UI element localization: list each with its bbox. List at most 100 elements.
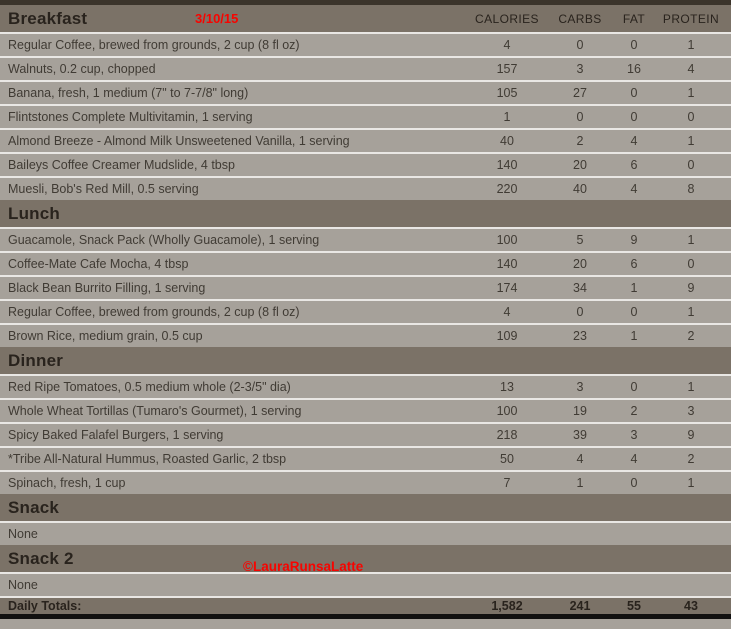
total-calories: 1,582 <box>491 599 523 613</box>
food-row: Brown Rice, medium grain, 0.5 cup 109 23 1 2 <box>0 323 731 347</box>
total-fat: 55 <box>627 599 641 613</box>
value-calories: 1 <box>503 110 511 124</box>
value-fat: 0 <box>630 305 638 319</box>
food-name: Guacamole, Snack Pack (Wholly Guacamole)… <box>8 233 320 247</box>
section-title: Breakfast <box>8 8 88 28</box>
food-row: Flintstones Complete Multivitamin, 1 ser… <box>0 104 731 128</box>
value-fat: 6 <box>630 158 638 172</box>
value-calories: 105 <box>496 86 518 100</box>
food-name: Almond Breeze - Almond Milk Unsweetened … <box>8 134 350 148</box>
value-fat: 4 <box>630 452 638 466</box>
food-row: Black Bean Burrito Filling, 1 serving 174… <box>0 275 731 299</box>
value-carbs: 23 <box>573 329 587 343</box>
food-name: Coffee-Mate Cafe Mocha, 4 tbsp <box>8 257 189 271</box>
value-carbs: 0 <box>576 305 584 319</box>
section-header-breakfast: Breakfast 3/10/15 CALORIES CARBS FAT PROTEIN <box>0 5 731 32</box>
empty-row: None <box>0 521 731 545</box>
food-row: Regular Coffee, brewed from grounds, 2 c… <box>0 299 731 323</box>
food-name: Regular Coffee, brewed from grounds, 2 c… <box>8 38 300 52</box>
food-row: Spicy Baked Falafel Burgers, 1 serving 21… <box>0 422 731 446</box>
food-row: Walnuts, 0.2 cup, chopped 157 3 16 4 <box>0 56 731 80</box>
value-calories: 50 <box>500 452 514 466</box>
food-row: Coffee-Mate Cafe Mocha, 4 tbsp 140 20 6 0 <box>0 251 731 275</box>
value-calories: 100 <box>496 404 518 418</box>
bottom-border-strip <box>0 614 731 619</box>
diary-sections: Breakfast 3/10/15 CALORIES CARBS FAT PROTEIN R… <box>0 5 731 596</box>
daily-totals-label: Daily Totals: <box>8 599 82 613</box>
value-protein: 1 <box>687 233 695 247</box>
value-fat: 0 <box>630 86 638 100</box>
value-fat: 16 <box>627 62 641 76</box>
column-header-carbs: CARBS <box>558 11 602 26</box>
value-fat: 3 <box>630 428 638 442</box>
value-protein: 4 <box>687 62 695 76</box>
value-fat: 6 <box>630 257 638 271</box>
value-carbs: 34 <box>573 281 587 295</box>
value-calories: 174 <box>496 281 518 295</box>
value-calories: 13 <box>500 380 514 394</box>
column-header-fat: FAT <box>622 11 646 26</box>
column-header-protein: PROTEIN <box>662 11 720 26</box>
watermark: ©LauraRunsaLatte <box>243 559 364 574</box>
value-calories: 109 <box>496 329 518 343</box>
daily-totals-row: Daily Totals: 1,582 241 55 43 <box>0 596 731 614</box>
value-fat: 9 <box>630 233 638 247</box>
value-calories: 218 <box>496 428 518 442</box>
top-border-strip <box>0 0 731 5</box>
value-carbs: 3 <box>576 380 584 394</box>
food-name: Whole Wheat Tortillas (Tumaro's Gourmet)… <box>8 404 302 418</box>
empty-label: None <box>8 527 38 541</box>
value-protein: 1 <box>687 134 695 148</box>
value-fat: 0 <box>630 38 638 52</box>
section-header-snack: Snack <box>0 494 731 521</box>
value-carbs: 5 <box>576 233 584 247</box>
value-carbs: 0 <box>576 110 584 124</box>
value-fat: 0 <box>630 380 638 394</box>
food-row: Whole Wheat Tortillas (Tumaro's Gourmet)… <box>0 398 731 422</box>
food-name: Brown Rice, medium grain, 0.5 cup <box>8 329 203 343</box>
section-title: Snack 2 <box>8 548 74 568</box>
value-calories: 140 <box>496 158 518 172</box>
food-name: Red Ripe Tomatoes, 0.5 medium whole (2-3… <box>8 380 291 394</box>
value-carbs: 4 <box>576 452 584 466</box>
value-carbs: 19 <box>573 404 587 418</box>
value-carbs: 20 <box>573 158 587 172</box>
value-protein: 0 <box>687 158 695 172</box>
food-name: Black Bean Burrito Filling, 1 serving <box>8 281 206 295</box>
value-protein: 2 <box>687 329 695 343</box>
empty-row: None <box>0 572 731 596</box>
food-name: *Tribe All-Natural Hummus, Roasted Garli… <box>8 452 287 466</box>
value-protein: 3 <box>687 404 695 418</box>
value-fat: 0 <box>630 110 638 124</box>
food-name: Spicy Baked Falafel Burgers, 1 serving <box>8 428 224 442</box>
value-carbs: 20 <box>573 257 587 271</box>
food-row: Banana, fresh, 1 medium (7" to 7-7/8" lo… <box>0 80 731 104</box>
value-carbs: 2 <box>576 134 584 148</box>
section-title: Snack <box>8 497 60 517</box>
value-calories: 7 <box>503 476 511 490</box>
value-calories: 100 <box>496 233 518 247</box>
value-calories: 157 <box>496 62 518 76</box>
value-protein: 1 <box>687 476 695 490</box>
total-carbs: 241 <box>569 599 591 613</box>
food-row: *Tribe All-Natural Hummus, Roasted Garli… <box>0 446 731 470</box>
value-protein: 8 <box>687 182 695 196</box>
value-protein: 1 <box>687 380 695 394</box>
value-protein: 9 <box>687 428 695 442</box>
food-row: Spinach, fresh, 1 cup 7 1 0 1 <box>0 470 731 494</box>
section-title: Dinner <box>8 350 64 370</box>
food-row: Regular Coffee, brewed from grounds, 2 c… <box>0 32 731 56</box>
value-protein: 0 <box>687 110 695 124</box>
value-fat: 4 <box>630 182 638 196</box>
food-row: Guacamole, Snack Pack (Wholly Guacamole)… <box>0 227 731 251</box>
food-row: Baileys Coffee Creamer Mudslide, 4 tbsp 1… <box>0 152 731 176</box>
value-calories: 220 <box>496 182 518 196</box>
section-header-dinner: Dinner <box>0 347 731 374</box>
total-protein: 43 <box>684 599 698 613</box>
value-carbs: 40 <box>573 182 587 196</box>
food-name: Baileys Coffee Creamer Mudslide, 4 tbsp <box>8 158 235 172</box>
value-carbs: 0 <box>576 38 584 52</box>
value-fat: 1 <box>630 329 638 343</box>
food-row: Red Ripe Tomatoes, 0.5 medium whole (2-3… <box>0 374 731 398</box>
